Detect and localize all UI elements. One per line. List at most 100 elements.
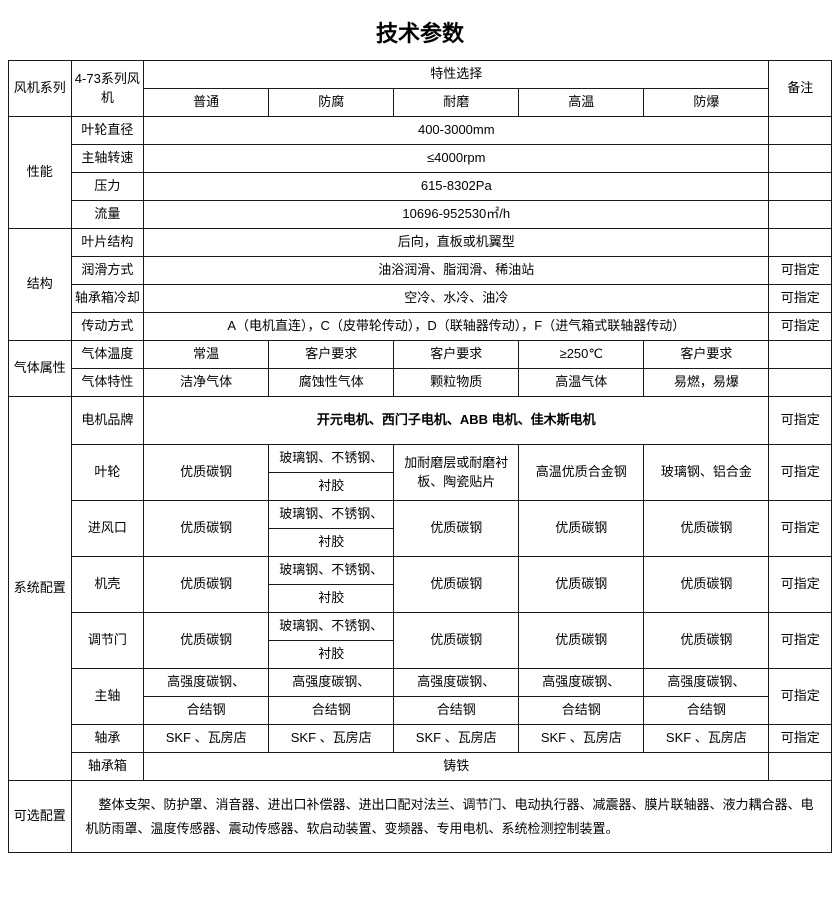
param-gas-temp: 气体温度	[71, 341, 144, 369]
remark-motor: 可指定	[769, 397, 832, 445]
param-motor: 电机品牌	[71, 397, 144, 445]
param-bhousing: 轴承箱	[71, 753, 144, 781]
remark-empty	[769, 229, 832, 257]
param-shaft: 主轴	[71, 669, 144, 725]
val-bearing-5: SKF 、瓦房店	[644, 725, 769, 753]
val-impeller-c4: 高温优质合金钢	[519, 445, 644, 501]
val-impeller-c2b: 衬胶	[269, 473, 394, 501]
hdr-fan-series: 风机系列	[9, 61, 72, 117]
group-perf: 性能	[9, 117, 72, 229]
group-struct: 结构	[9, 229, 72, 341]
remark-drive: 可指定	[769, 313, 832, 341]
val-bearing-1: SKF 、瓦房店	[144, 725, 269, 753]
param-cool: 轴承箱冷却	[71, 285, 144, 313]
val-impeller-c1: 优质碳钢	[144, 445, 269, 501]
val-impeller-c2a: 玻璃钢、不锈钢、	[269, 445, 394, 473]
val-casing-c2a: 玻璃钢、不锈钢、	[269, 557, 394, 585]
val-bearing-2: SKF 、瓦房店	[269, 725, 394, 753]
group-opt: 可选配置	[9, 781, 72, 853]
val-opt-text: 整体支架、防护罩、消音器、进出口补偿器、进出口配对法兰、调节门、电动执行器、减震…	[71, 781, 831, 853]
remark-empty	[769, 369, 832, 397]
val-impeller-c5: 玻璃钢、铝合金	[644, 445, 769, 501]
val-damper-c5: 优质碳钢	[644, 613, 769, 669]
val-inlet-c3: 优质碳钢	[394, 501, 519, 557]
param-lube: 润滑方式	[71, 257, 144, 285]
remark-casing: 可指定	[769, 557, 832, 613]
param-pressure: 压力	[71, 173, 144, 201]
val-inlet-c2b: 衬胶	[269, 529, 394, 557]
val-gas-temp-c5: 客户要求	[644, 341, 769, 369]
val-gas-temp-c3: 客户要求	[394, 341, 519, 369]
remark-impeller: 可指定	[769, 445, 832, 501]
val-damper-c3: 优质碳钢	[394, 613, 519, 669]
remark-empty	[769, 753, 832, 781]
hdr-col-naimo: 耐磨	[394, 89, 519, 117]
val-shaft-b-5: 合结钢	[644, 697, 769, 725]
group-gas: 气体属性	[9, 341, 72, 397]
val-drive: A（电机直连），C（皮带轮传动），D（联轴器传动），F（进气箱式联轴器传动）	[144, 313, 769, 341]
val-bhousing: 铸铁	[144, 753, 769, 781]
remark-damper: 可指定	[769, 613, 832, 669]
remark-bearing: 可指定	[769, 725, 832, 753]
val-gas-prop-c3: 颗粒物质	[394, 369, 519, 397]
val-casing-c3: 优质碳钢	[394, 557, 519, 613]
val-gas-temp-c4: ≥250℃	[519, 341, 644, 369]
val-pressure: 615-8302Pa	[144, 173, 769, 201]
val-casing-c1: 优质碳钢	[144, 557, 269, 613]
val-cool: 空冷、水冷、油冷	[144, 285, 769, 313]
val-gas-prop-c2: 腐蚀性气体	[269, 369, 394, 397]
val-gas-prop-c1: 洁净气体	[144, 369, 269, 397]
val-gas-temp-c2: 客户要求	[269, 341, 394, 369]
hdr-col-fangfu: 防腐	[269, 89, 394, 117]
remark-empty	[769, 341, 832, 369]
val-shaft-b-1: 合结钢	[144, 697, 269, 725]
hdr-col-fangbao: 防爆	[644, 89, 769, 117]
remark-shaft: 可指定	[769, 669, 832, 725]
param-damper: 调节门	[71, 613, 144, 669]
param-blade: 叶片结构	[71, 229, 144, 257]
group-sys: 系统配置	[9, 397, 72, 781]
remark-inlet: 可指定	[769, 501, 832, 557]
val-shaft-a-2: 高强度碳钢、	[269, 669, 394, 697]
val-bearing-3: SKF 、瓦房店	[394, 725, 519, 753]
val-shaft-a-1: 高强度碳钢、	[144, 669, 269, 697]
val-spindle-rpm: ≤4000rpm	[144, 145, 769, 173]
val-damper-c2b: 衬胶	[269, 641, 394, 669]
param-casing: 机壳	[71, 557, 144, 613]
val-inlet-c5: 优质碳钢	[644, 501, 769, 557]
val-shaft-b-4: 合结钢	[519, 697, 644, 725]
val-inlet-c2a: 玻璃钢、不锈钢、	[269, 501, 394, 529]
val-gas-prop-c5: 易燃，易爆	[644, 369, 769, 397]
param-gas-prop: 气体特性	[71, 369, 144, 397]
remark-empty	[769, 145, 832, 173]
val-inlet-c1: 优质碳钢	[144, 501, 269, 557]
remark-empty	[769, 201, 832, 229]
val-shaft-a-3: 高强度碳钢、	[394, 669, 519, 697]
page-title: 技术参数	[8, 8, 832, 60]
val-gas-prop-c4: 高温气体	[519, 369, 644, 397]
param-flow: 流量	[71, 201, 144, 229]
hdr-col-putong: 普通	[144, 89, 269, 117]
param-spindle-rpm: 主轴转速	[71, 145, 144, 173]
hdr-remark: 备注	[769, 61, 832, 117]
remark-lube: 可指定	[769, 257, 832, 285]
val-shaft-a-5: 高强度碳钢、	[644, 669, 769, 697]
param-drive: 传动方式	[71, 313, 144, 341]
param-bearing: 轴承	[71, 725, 144, 753]
val-shaft-b-3: 合结钢	[394, 697, 519, 725]
val-shaft-b-2: 合结钢	[269, 697, 394, 725]
val-damper-c2a: 玻璃钢、不锈钢、	[269, 613, 394, 641]
val-casing-c4: 优质碳钢	[519, 557, 644, 613]
val-damper-c4: 优质碳钢	[519, 613, 644, 669]
val-inlet-c4: 优质碳钢	[519, 501, 644, 557]
val-lube: 油浴润滑、脂润滑、稀油站	[144, 257, 769, 285]
spec-table: 风机系列 4-73系列风机 特性选择 备注 普通 防腐 耐磨 高温 防爆 性能 …	[8, 60, 832, 853]
param-impeller-dia: 叶轮直径	[71, 117, 144, 145]
val-blade: 后向，直板或机翼型	[144, 229, 769, 257]
val-damper-c1: 优质碳钢	[144, 613, 269, 669]
val-impeller-dia: 400-3000mm	[144, 117, 769, 145]
hdr-char-select: 特性选择	[144, 61, 769, 89]
remark-cool: 可指定	[769, 285, 832, 313]
param-inlet: 进风口	[71, 501, 144, 557]
remark-empty	[769, 117, 832, 145]
